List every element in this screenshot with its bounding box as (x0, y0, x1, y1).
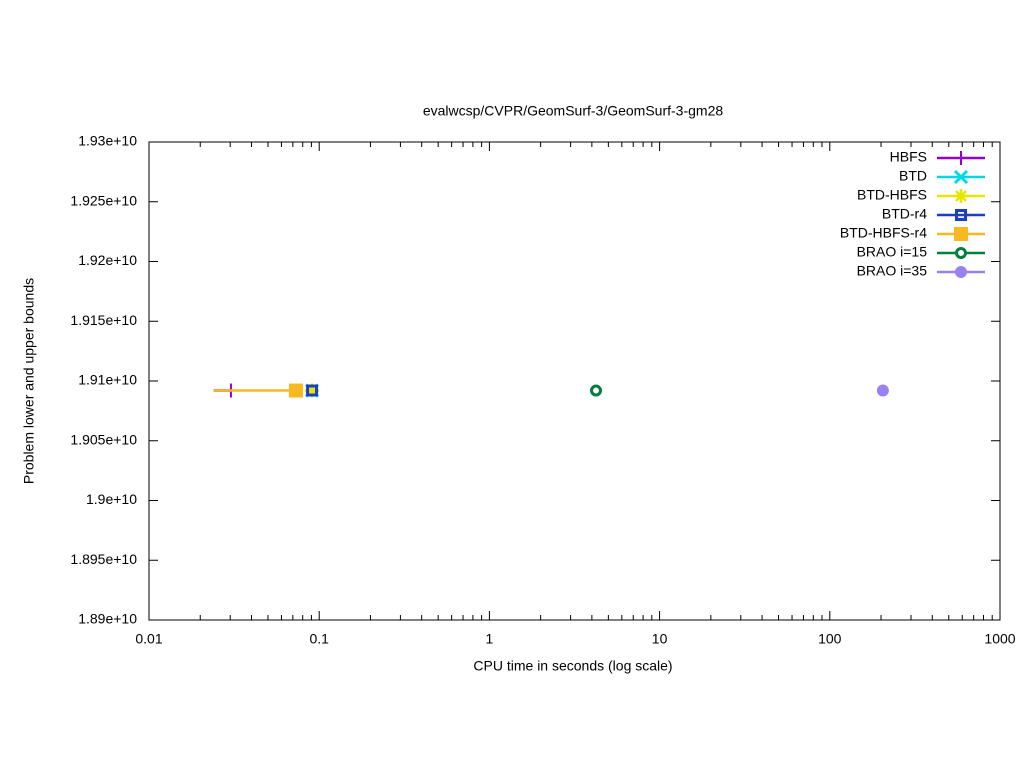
data-point (876, 384, 889, 397)
x-axis-label: CPU time in seconds (log scale) (473, 658, 672, 674)
y-tick-label: 1.925e+10 (70, 192, 137, 208)
y-tick-label: 1.91e+10 (78, 372, 137, 388)
legend-marker (953, 169, 969, 185)
x-tick-label: 0.1 (309, 631, 329, 647)
legend-label: BRAO i=35 (857, 263, 928, 279)
y-tick-label: 1.915e+10 (70, 312, 137, 328)
x-tick-label: 100 (818, 631, 842, 647)
x-tick-label: 1000 (984, 631, 1015, 647)
x-tick-label: 10 (652, 631, 668, 647)
legend-label: BTD-r4 (882, 206, 927, 222)
y-tick-label: 1.895e+10 (70, 551, 137, 567)
legend-label: HBFS (890, 149, 927, 165)
legend-marker (955, 209, 967, 221)
legend-marker (954, 151, 968, 165)
data-point (306, 384, 319, 397)
data-point (590, 384, 603, 397)
data-point (305, 383, 320, 398)
x-tick-label: 1 (486, 631, 494, 647)
legend-marker (955, 247, 967, 259)
legend-marker (954, 227, 968, 241)
x-tick-label: 0.01 (135, 631, 162, 647)
legend-label: BTD-HBFS-r4 (840, 225, 927, 241)
chart-title: evalwcsp/CVPR/GeomSurf-3/GeomSurf-3-gm28 (423, 103, 724, 119)
y-tick-label: 1.905e+10 (70, 431, 137, 447)
legend-label: BTD (899, 168, 927, 184)
y-tick-label: 1.9e+10 (86, 491, 137, 507)
y-tick-label: 1.93e+10 (78, 133, 137, 149)
legend-marker (954, 189, 968, 203)
legend-label: BRAO i=15 (857, 244, 928, 260)
y-tick-label: 1.89e+10 (78, 611, 137, 627)
y-tick-label: 1.92e+10 (78, 252, 137, 268)
y-axis-label: Problem lower and upper bounds (21, 278, 37, 484)
legend-label: BTD-HBFS (857, 187, 927, 203)
legend-marker (955, 266, 967, 278)
data-point (288, 383, 303, 398)
